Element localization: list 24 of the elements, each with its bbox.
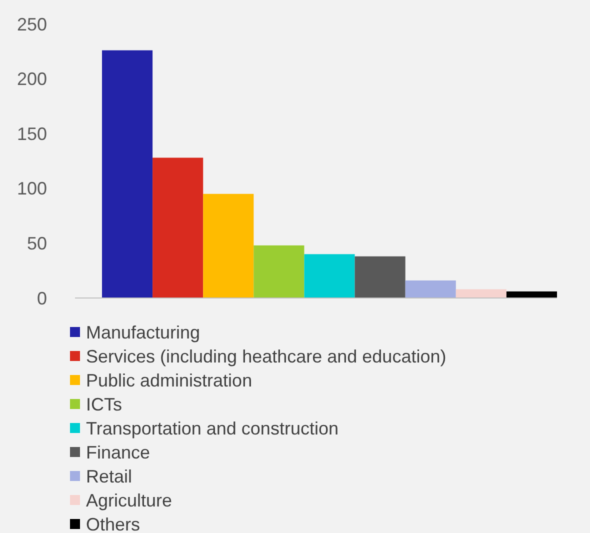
legend-label: Agriculture bbox=[86, 490, 172, 510]
y-tick-label: 200 bbox=[16, 69, 47, 90]
bar bbox=[456, 289, 506, 298]
bar bbox=[354, 256, 406, 298]
y-tick-label: 0 bbox=[36, 288, 47, 308]
bar bbox=[405, 280, 456, 298]
y-tick-label: 100 bbox=[16, 178, 47, 199]
bar bbox=[152, 158, 204, 298]
bar bbox=[254, 245, 304, 298]
legend-label: Manufacturing bbox=[86, 322, 200, 342]
y-tick-label: 150 bbox=[16, 124, 47, 144]
legend-label: Retail bbox=[86, 466, 132, 486]
legend-label: ICTs bbox=[86, 394, 122, 414]
bar bbox=[506, 291, 557, 298]
legend-label: Others bbox=[86, 514, 140, 533]
bar bbox=[203, 194, 254, 298]
legend-label: Transportation and construction bbox=[86, 418, 338, 438]
y-tick-label: 250 bbox=[16, 14, 47, 34]
legend-label: Finance bbox=[86, 442, 150, 462]
legend-label: Services (including heathcare and education) bbox=[86, 346, 446, 366]
y-tick-label: 50 bbox=[26, 234, 47, 254]
legend-label: Public administration bbox=[86, 370, 252, 390]
bar bbox=[304, 254, 355, 298]
bar bbox=[102, 50, 153, 298]
